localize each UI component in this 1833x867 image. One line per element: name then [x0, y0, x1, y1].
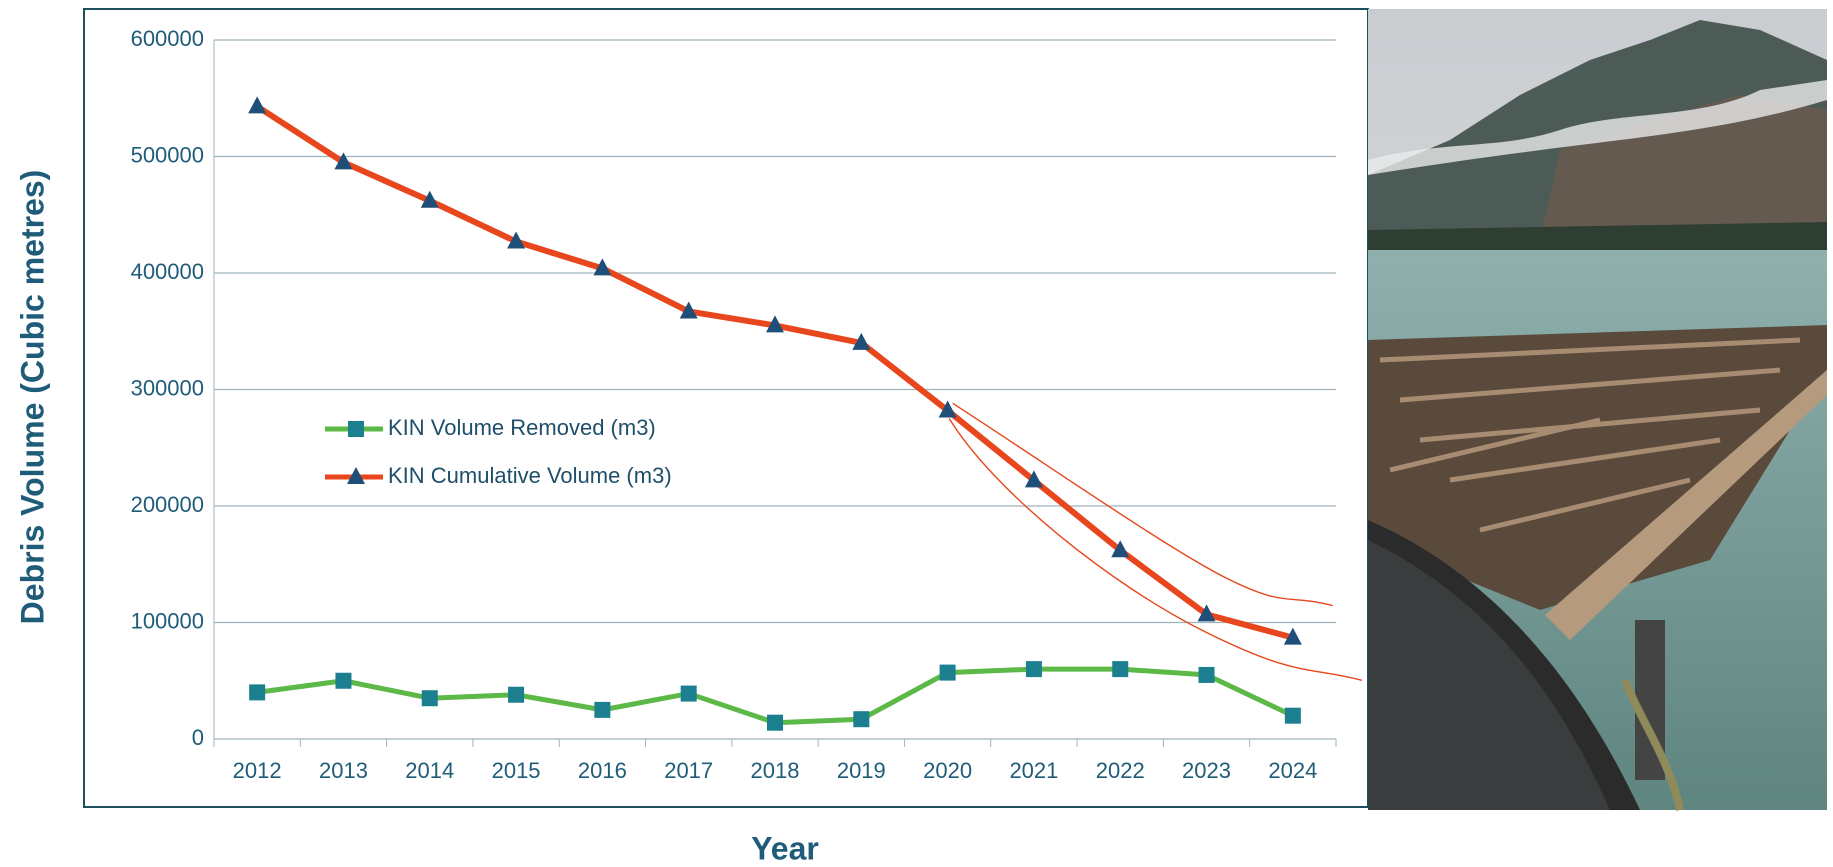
y-tick-label: 200000	[131, 492, 204, 517]
marker-square	[1112, 661, 1128, 677]
y-tick-label: 0	[192, 725, 204, 750]
y-tick-label: 600000	[131, 26, 204, 51]
marker-square	[348, 421, 364, 437]
y-axis-title: Debris Volume (Cubic metres)	[14, 170, 50, 625]
marker-square	[1199, 667, 1215, 683]
marker-square	[422, 690, 438, 706]
x-tick-label: 2018	[751, 758, 800, 783]
x-tick-label: 2020	[923, 758, 972, 783]
x-tick-label: 2014	[405, 758, 454, 783]
x-tick-label: 2019	[837, 758, 886, 783]
x-tick-label: 2017	[664, 758, 713, 783]
y-tick-label: 400000	[131, 259, 204, 284]
y-tick-label: 500000	[131, 142, 204, 167]
y-tick-label: 100000	[131, 608, 204, 633]
marker-square	[508, 687, 524, 703]
x-tick-label: 2021	[1009, 758, 1058, 783]
marker-square	[249, 684, 265, 700]
x-tick-label: 2024	[1268, 758, 1317, 783]
chart: 0 100000 200000 300000 400000 500000 600000 201…	[0, 0, 1833, 867]
legend-label: KIN Volume Removed (m3)	[388, 415, 656, 440]
marker-square	[335, 673, 351, 689]
x-tick-label: 2015	[492, 758, 541, 783]
y-tick-label: 300000	[131, 375, 204, 400]
marker-square	[940, 665, 956, 681]
marker-square	[681, 686, 697, 702]
marker-square	[1285, 708, 1301, 724]
photo	[1368, 9, 1827, 810]
marker-square	[1026, 661, 1042, 677]
marker-square	[767, 715, 783, 731]
marker-square	[853, 711, 869, 727]
x-tick-label: 2022	[1096, 758, 1145, 783]
marker-square	[594, 702, 610, 718]
x-tick-label: 2012	[233, 758, 282, 783]
legend-label: KIN Cumulative Volume (m3)	[388, 463, 672, 488]
x-tick-label: 2013	[319, 758, 368, 783]
x-tick-label: 2023	[1182, 758, 1231, 783]
x-tick-label: 2016	[578, 758, 627, 783]
x-axis-title: Year	[751, 830, 819, 866]
